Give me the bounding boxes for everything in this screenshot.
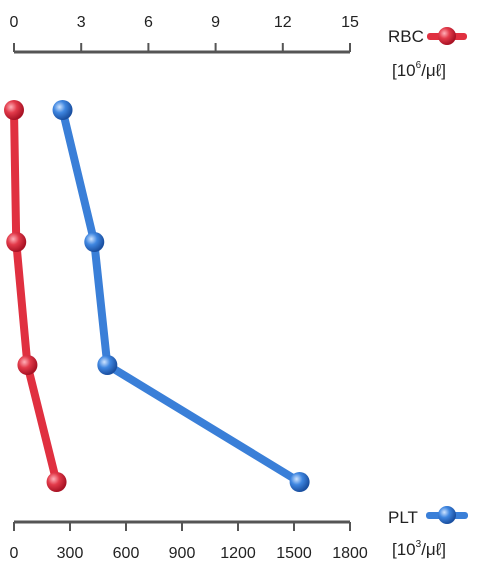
legend-plt: PLT [103/μℓ] [388,506,468,559]
plt-data-point [289,472,310,492]
top-tick-label: 6 [144,14,153,31]
bottom-tick-label: 1800 [332,545,368,562]
legend-rbc-unit: [106/μℓ] [392,60,446,80]
top-tick-label: 12 [274,14,292,31]
legend-rbc-label: RBC [388,27,424,46]
bottom-tick-label: 1500 [276,545,312,562]
series-layer [4,100,310,492]
legend-rbc-marker [427,27,467,45]
rbc-data-point [17,355,38,375]
top-tick-label: 0 [10,14,19,31]
top-tick-label: 15 [341,14,359,31]
bottom-tick-label: 900 [169,545,196,562]
plt-data-point [52,100,73,120]
bottom-axis: 0 300 600 900 1200 1500 1800 [10,520,368,562]
top-tick-label: 9 [211,14,220,31]
rbc-data-point [4,100,24,120]
legend-plt-unit: [103/μℓ] [392,539,446,559]
rbc-data-point [6,232,27,252]
plt-series-line [58,106,304,486]
bottom-tick-label: 1200 [220,545,256,562]
legend-plt-marker [426,506,468,524]
legend-rbc: RBC [106/μℓ] [388,27,467,80]
plt-data-point [97,355,118,375]
bottom-tick-label: 300 [57,545,84,562]
top-axis: 0 3 6 9 12 15 [10,14,359,54]
legend-plt-label: PLT [388,508,418,527]
rbc-data-point [46,472,67,492]
rbc-series-line [10,106,61,486]
top-tick-label: 3 [77,14,86,31]
plt-data-point [84,232,105,252]
bottom-tick-label: 0 [10,545,19,562]
bottom-tick-label: 600 [113,545,140,562]
